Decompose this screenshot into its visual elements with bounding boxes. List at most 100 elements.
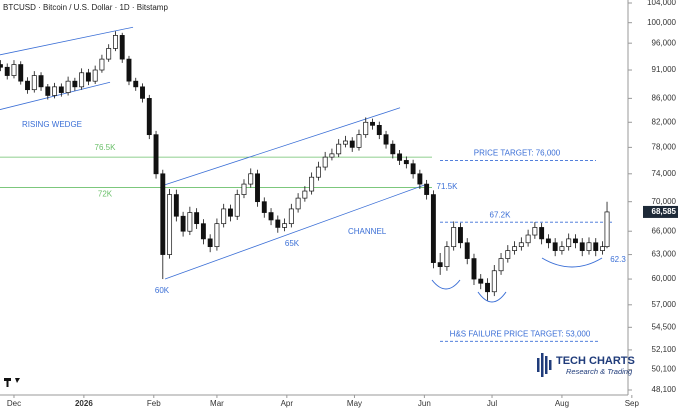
logo-bar <box>549 360 552 370</box>
candle <box>309 172 315 195</box>
candle <box>451 221 457 251</box>
candle <box>403 156 409 169</box>
candle-body <box>85 72 91 82</box>
candle <box>336 139 342 158</box>
candle-body <box>349 140 355 148</box>
candle-body <box>79 72 85 88</box>
candle-body <box>573 238 578 244</box>
level-label: H&S FAILURE PRICE TARGET: 53,000 <box>450 329 591 338</box>
candle-body <box>593 242 599 251</box>
candle-body <box>92 69 98 82</box>
candle <box>315 161 321 181</box>
candle-body <box>4 66 10 76</box>
logo-name: TECH CHARTS <box>556 355 635 367</box>
candle <box>485 278 490 301</box>
candle <box>133 77 139 91</box>
x-tick-label: May <box>347 399 362 408</box>
candle <box>207 234 213 253</box>
y-tick-label: 66,000 <box>652 226 677 235</box>
logo-bar <box>545 356 548 374</box>
candle <box>99 54 105 73</box>
candle-body <box>72 80 78 88</box>
candle <box>153 130 159 179</box>
candle <box>600 241 605 255</box>
candle <box>248 168 254 188</box>
candle-body <box>343 140 348 145</box>
candle-body <box>410 163 416 175</box>
candle-body <box>424 183 430 195</box>
candle <box>512 241 518 255</box>
candle-body <box>403 160 409 165</box>
candle-body <box>18 64 24 82</box>
annotation: 65K <box>285 239 300 248</box>
candle <box>79 68 85 90</box>
candle-body <box>525 234 531 244</box>
y-tick-label: 63,000 <box>652 250 677 259</box>
candle <box>397 149 403 166</box>
level-label: PRICE TARGET: 76,000 <box>474 149 561 158</box>
trendline <box>164 184 426 280</box>
candle-body <box>498 258 504 272</box>
candle <box>173 189 179 222</box>
candle <box>72 77 78 91</box>
candle-body <box>31 75 37 91</box>
candle-body <box>99 58 105 71</box>
candle-body <box>604 211 610 248</box>
candle <box>410 159 416 179</box>
candle <box>119 32 125 63</box>
candle-body <box>140 86 145 99</box>
logo: TECH CHARTS Research & Trading <box>537 353 635 377</box>
candle-body <box>586 242 592 251</box>
candle-body <box>336 143 342 155</box>
candle <box>343 135 348 148</box>
candle-body <box>65 80 71 93</box>
candle-body <box>309 176 315 192</box>
candle <box>65 76 71 96</box>
candle-body <box>464 242 470 259</box>
candle-body <box>167 194 173 255</box>
candle-body <box>451 227 457 248</box>
candle-body <box>214 223 220 248</box>
candle <box>349 137 355 152</box>
candle <box>200 219 206 245</box>
candle <box>160 169 166 280</box>
candle-body <box>106 48 112 60</box>
candle <box>552 238 558 257</box>
candle-body <box>113 35 118 49</box>
candle <box>329 148 335 161</box>
price-tag-label: 68,585 <box>652 207 677 216</box>
candle-body <box>160 173 166 255</box>
x-tick-label: Dec <box>7 399 21 408</box>
candle <box>228 204 233 222</box>
candle-body <box>356 134 362 148</box>
tv-logo <box>4 378 20 387</box>
trendline <box>0 26 134 56</box>
candle-body <box>0 64 3 68</box>
candle <box>498 252 504 275</box>
candle <box>234 189 240 220</box>
candle-body <box>329 153 335 158</box>
candle-body <box>234 194 240 217</box>
candle-body <box>552 242 558 251</box>
candle <box>383 130 389 149</box>
candle-body <box>437 262 443 268</box>
candle-body <box>559 246 565 251</box>
trendline <box>164 107 401 186</box>
candle-body <box>512 246 518 251</box>
candle-body <box>295 197 301 210</box>
candle-body <box>248 173 254 185</box>
x-tick-label: Jul <box>487 399 497 408</box>
trendline-label: RISING WEDGE <box>22 120 82 129</box>
level-label: 72K <box>98 190 113 199</box>
candle <box>437 252 443 275</box>
candle-body <box>485 282 490 293</box>
candle <box>376 121 382 140</box>
candle <box>539 222 545 245</box>
shoulder-arc <box>431 279 461 290</box>
candle <box>532 222 538 239</box>
candle-body <box>241 183 247 195</box>
candle <box>214 218 220 251</box>
trendline <box>0 81 111 110</box>
